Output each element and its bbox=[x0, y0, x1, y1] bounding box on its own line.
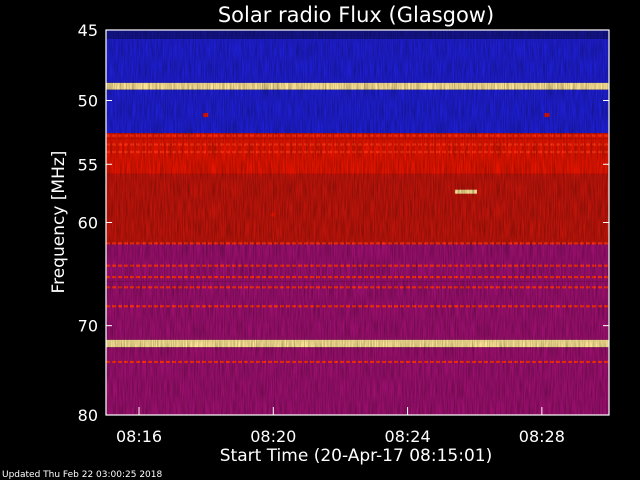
y-tick-label-3: 60 bbox=[78, 214, 98, 233]
y-axis-ticks: 45 50 55 60 70 80 bbox=[78, 21, 609, 425]
y-tick-label-2: 55 bbox=[78, 155, 98, 174]
x-tick-label-2: 08:24 bbox=[385, 427, 431, 446]
x-tick-label-3: 08:28 bbox=[519, 427, 565, 446]
updated-timestamp: Updated Thu Feb 22 03:00:25 2018 bbox=[2, 470, 163, 480]
noise-overlay bbox=[106, 30, 609, 415]
y-tick-label-4: 70 bbox=[78, 317, 98, 336]
x-tick-label-0: 08:16 bbox=[116, 427, 162, 446]
chart-title: Solar radio Flux (Glasgow) bbox=[218, 3, 494, 27]
y-tick-label-5: 80 bbox=[78, 406, 98, 425]
y-tick-label-0: 45 bbox=[78, 21, 98, 40]
y-tick-label-1: 50 bbox=[78, 92, 98, 111]
x-axis-ticks: 08:16 08:20 08:24 08:28 bbox=[116, 407, 565, 446]
y-axis-label: Frequency [MHz] bbox=[49, 151, 69, 294]
plot-area bbox=[106, 30, 609, 415]
x-axis-label: Start Time (20-Apr-17 08:15:01) bbox=[220, 446, 492, 466]
x-tick-label-1: 08:20 bbox=[250, 427, 296, 446]
